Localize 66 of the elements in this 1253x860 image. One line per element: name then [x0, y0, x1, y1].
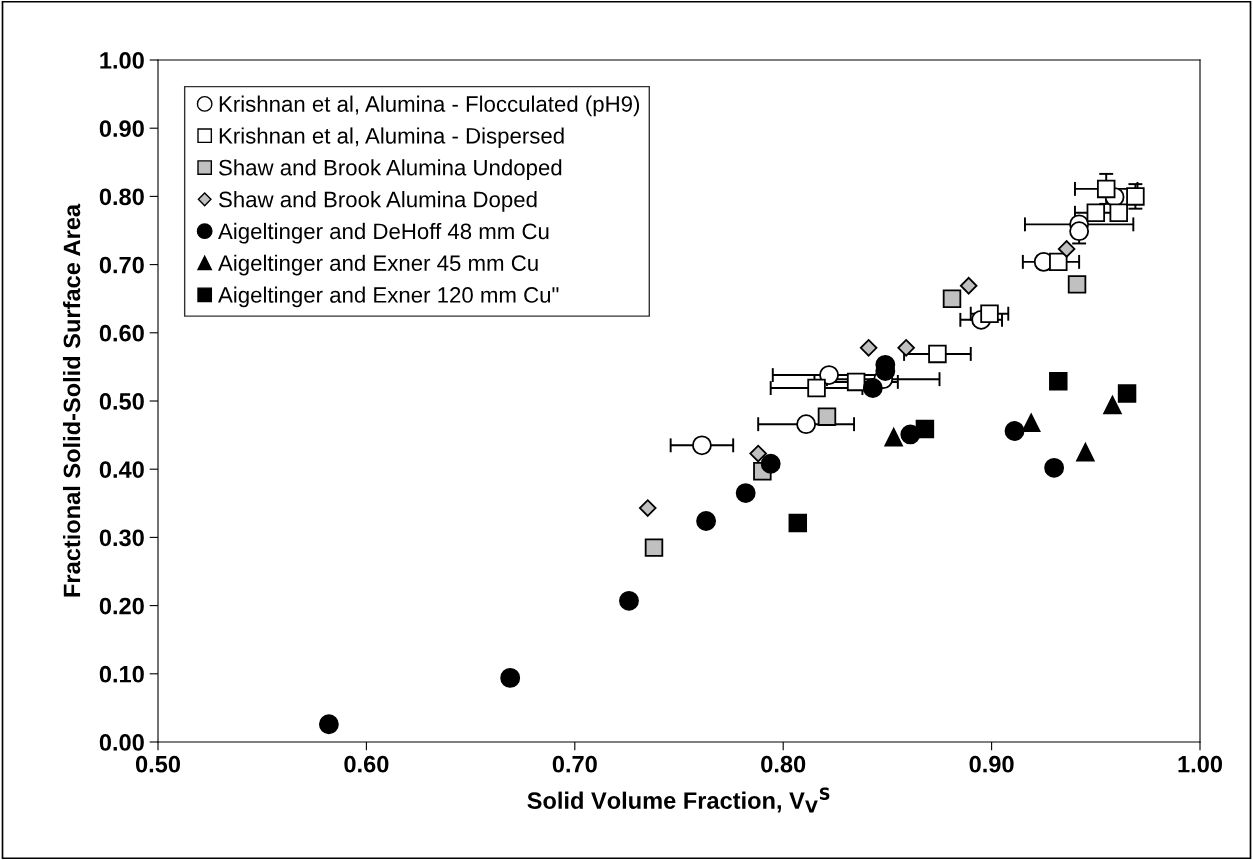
point	[696, 511, 717, 531]
point	[862, 378, 883, 398]
point	[897, 339, 915, 357]
point	[638, 499, 657, 517]
point	[980, 304, 999, 323]
point	[819, 365, 839, 386]
point	[959, 276, 978, 295]
point	[1109, 203, 1128, 223]
x-tick-label: 0.90	[969, 755, 1014, 773]
point	[1049, 252, 1068, 272]
legend-label: Shaw and Brook Alumina Doped	[219, 191, 537, 212]
point	[928, 344, 947, 364]
y-tick-label: 0.40	[99, 461, 144, 478]
y-tick-label: 0.90	[99, 120, 144, 137]
legend-label: Shaw and Brook Alumina Undoped	[219, 159, 562, 180]
y-tick-label: 0.70	[99, 256, 144, 274]
point	[691, 435, 712, 456]
legend-label: Krishnan et al, Alumina - Dispersed	[219, 127, 564, 149]
point	[807, 378, 826, 398]
point	[915, 419, 935, 439]
point	[1096, 179, 1116, 199]
point	[735, 483, 756, 504]
legend-label: Krishnan et al, Alumina - Flocculated (pH9)	[219, 95, 640, 117]
point	[817, 407, 837, 426]
point	[1103, 395, 1122, 415]
point	[1004, 421, 1025, 441]
point	[644, 538, 664, 557]
x-tick-label: 1.00	[1178, 755, 1223, 773]
point	[1076, 442, 1095, 462]
y-tick-label: 0.50	[99, 393, 144, 410]
point	[619, 590, 639, 611]
point	[1057, 240, 1076, 258]
point	[846, 372, 866, 392]
point	[1126, 187, 1145, 206]
point	[884, 427, 903, 447]
point	[788, 513, 808, 533]
y-axis-title: Fractional Solid-Solid Surface Area	[62, 203, 81, 597]
y-tick-label: 0.60	[99, 324, 144, 342]
point	[859, 339, 878, 357]
point	[1117, 384, 1137, 403]
x-tick-label: 0.50	[135, 755, 181, 773]
x-axis-title: Solid Volume Fraction, V$_{V}$$^{S}$	[527, 787, 830, 813]
point	[1067, 275, 1087, 294]
point	[1049, 371, 1068, 391]
y-tick-label: 0.30	[99, 529, 144, 547]
point	[318, 714, 339, 735]
legend-label: Aigeltinger and Exner 120 mm Cu"	[218, 286, 559, 308]
point	[1021, 413, 1041, 433]
y-tick-label: 0.10	[99, 665, 144, 683]
point	[1044, 457, 1065, 478]
y-tick-label: 1.00	[100, 52, 144, 69]
x-tick-label: 0.60	[344, 755, 389, 773]
point	[1086, 203, 1106, 223]
legend-label: Aigeltinger and Exner 45 mm Cu	[218, 254, 538, 276]
x-tick-label: 0.80	[761, 755, 806, 773]
y-tick-label: 0.80	[99, 188, 144, 206]
legend-label: Aigeltinger and DeHoff 48 mm Cu	[218, 222, 549, 244]
point	[796, 414, 817, 435]
x-tick-label: 0.70	[552, 755, 597, 773]
y-tick-label: 0.20	[99, 597, 144, 615]
point	[760, 453, 781, 474]
point	[500, 667, 521, 688]
y-tick-label: 0.00	[99, 734, 144, 751]
point	[942, 289, 962, 308]
point	[749, 444, 767, 463]
point	[1069, 221, 1090, 242]
